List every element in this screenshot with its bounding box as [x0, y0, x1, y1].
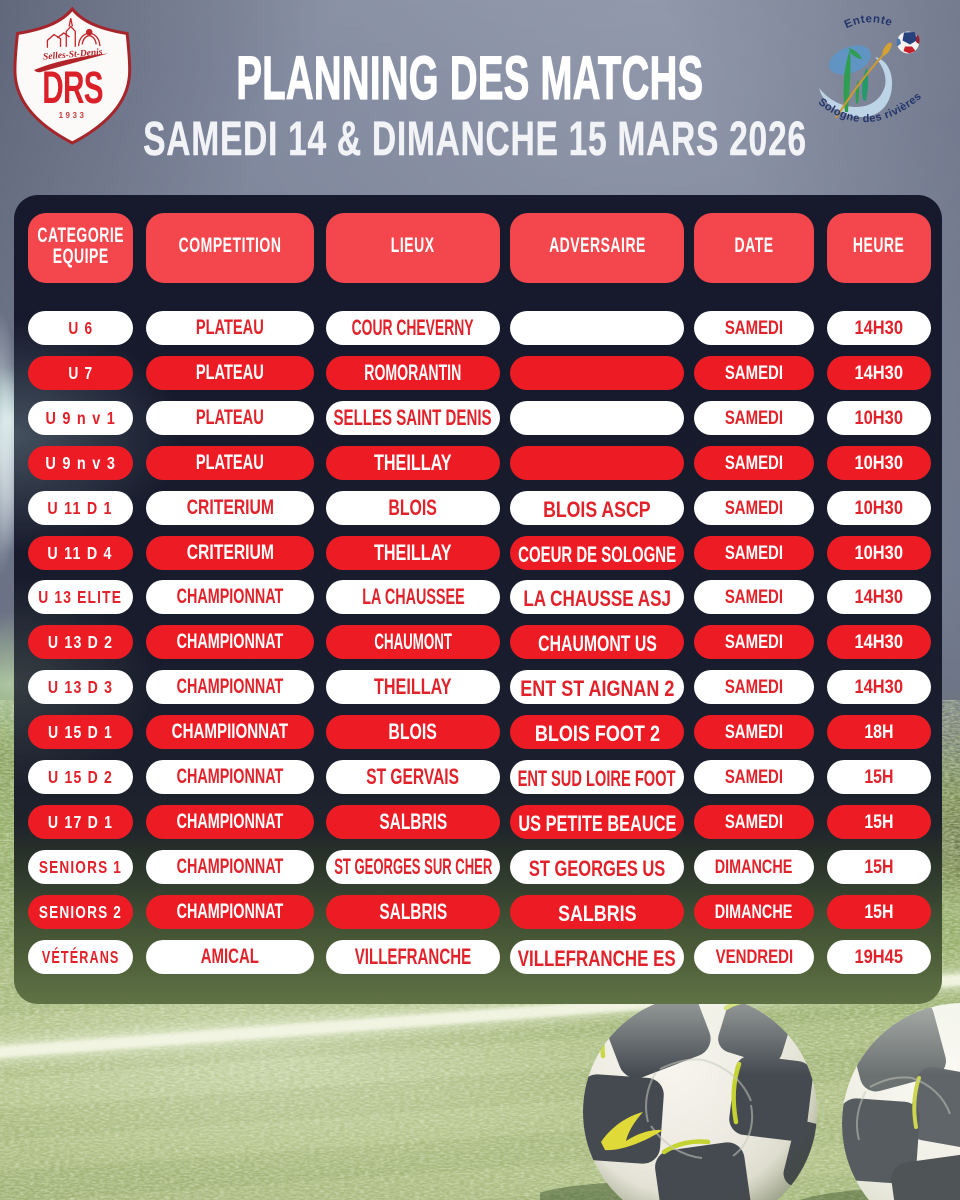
svg-text:Entente: Entente: [843, 13, 894, 31]
svg-text:DRS: DRS: [42, 63, 103, 114]
svg-text:1933: 1933: [59, 111, 87, 120]
